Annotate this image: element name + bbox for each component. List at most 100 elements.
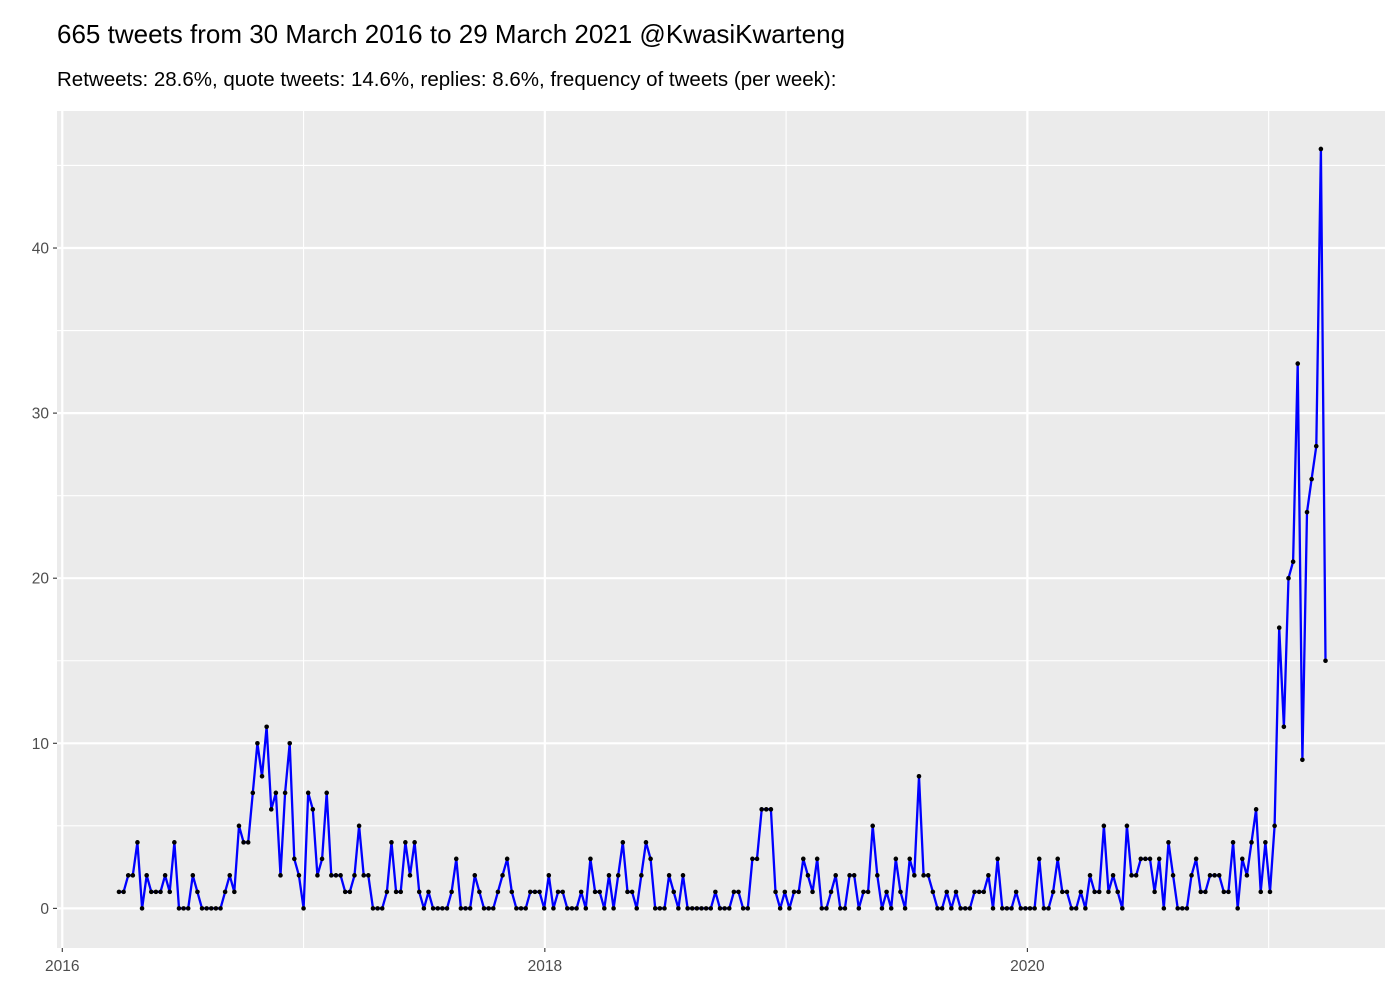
data-point xyxy=(685,906,690,911)
data-point xyxy=(1166,840,1171,845)
data-point xyxy=(472,873,478,878)
data-point xyxy=(643,840,649,845)
x-axis: 2016 2018 2020 xyxy=(45,948,1045,975)
data-point xyxy=(379,906,385,911)
data-point xyxy=(384,889,390,895)
chart-subtitle: Retweets: 28.6%, quote tweets: 14.6%, re… xyxy=(57,68,836,91)
data-point xyxy=(255,740,260,746)
data-point xyxy=(232,889,237,895)
data-point xyxy=(500,873,505,878)
data-point xyxy=(791,889,797,895)
data-point xyxy=(1110,873,1116,878)
data-point xyxy=(1263,840,1268,845)
data-point xyxy=(1207,873,1213,878)
data-point xyxy=(671,889,677,895)
data-point xyxy=(190,873,196,878)
data-point xyxy=(125,873,131,878)
data-point xyxy=(1235,906,1240,911)
data-point xyxy=(768,807,774,812)
data-point xyxy=(1309,476,1314,482)
data-point xyxy=(153,889,159,895)
data-point xyxy=(1069,906,1074,911)
data-point xyxy=(527,889,533,895)
data-point xyxy=(1124,823,1130,829)
data-point xyxy=(972,889,977,895)
data-point xyxy=(1120,906,1125,911)
data-point xyxy=(449,889,454,895)
data-point xyxy=(172,840,177,845)
y-axis: 0 10 20 30 40 xyxy=(32,241,57,918)
data-point xyxy=(962,906,968,911)
data-point xyxy=(1161,906,1167,911)
data-point xyxy=(1184,906,1190,911)
y-tick-label: 40 xyxy=(32,241,50,258)
data-point xyxy=(463,906,468,911)
data-point xyxy=(662,906,667,911)
data-point xyxy=(1004,906,1010,911)
data-point xyxy=(135,840,140,845)
data-point xyxy=(625,889,630,895)
data-point xyxy=(995,856,1000,862)
data-point xyxy=(879,906,885,911)
data-point xyxy=(1023,906,1028,911)
data-point xyxy=(851,873,857,878)
data-point xyxy=(541,906,547,911)
data-point xyxy=(1258,889,1264,895)
data-point xyxy=(208,906,214,911)
data-point xyxy=(731,889,737,895)
data-point xyxy=(453,856,459,862)
data-point xyxy=(1073,906,1079,911)
data-point xyxy=(1032,906,1037,911)
data-point xyxy=(884,889,889,895)
data-point xyxy=(1078,889,1084,895)
data-point xyxy=(898,889,903,895)
data-point xyxy=(412,840,417,845)
y-tick-label: 30 xyxy=(32,406,50,423)
data-point xyxy=(1138,856,1144,862)
data-point xyxy=(1046,906,1051,911)
data-point xyxy=(666,873,672,878)
data-point xyxy=(1300,757,1305,763)
data-point xyxy=(509,889,515,895)
data-point xyxy=(782,889,788,895)
data-point xyxy=(1156,856,1162,862)
data-point xyxy=(329,873,334,878)
data-point xyxy=(694,906,700,911)
data-point xyxy=(796,889,801,895)
data-point xyxy=(634,906,640,911)
data-point xyxy=(158,889,163,895)
x-tick-label: 2016 xyxy=(45,958,79,975)
data-point xyxy=(1055,856,1061,862)
data-point xyxy=(1027,906,1033,911)
data-point xyxy=(282,790,288,796)
data-point xyxy=(750,856,755,862)
data-point xyxy=(689,906,695,911)
data-point xyxy=(264,724,269,730)
data-point xyxy=(222,889,228,895)
data-point xyxy=(116,889,122,895)
data-point xyxy=(819,906,825,911)
data-point xyxy=(1203,889,1208,895)
data-point xyxy=(185,906,191,911)
data-point xyxy=(592,889,598,895)
data-point xyxy=(1175,906,1180,911)
data-point xyxy=(565,906,570,911)
data-point xyxy=(199,906,205,911)
data-point xyxy=(740,906,746,911)
data-point xyxy=(227,873,233,878)
data-point xyxy=(1272,823,1277,829)
data-point xyxy=(287,740,293,746)
y-tick-label: 0 xyxy=(40,901,49,918)
data-point xyxy=(805,873,811,878)
data-point xyxy=(458,906,464,911)
data-point xyxy=(893,856,899,862)
data-point xyxy=(162,873,168,878)
data-point xyxy=(912,873,917,878)
data-point xyxy=(352,873,357,878)
data-point xyxy=(1129,873,1134,878)
data-point xyxy=(888,906,894,911)
data-point xyxy=(986,873,991,878)
data-point xyxy=(1106,889,1111,895)
data-point xyxy=(148,889,154,895)
data-point xyxy=(1212,873,1217,878)
